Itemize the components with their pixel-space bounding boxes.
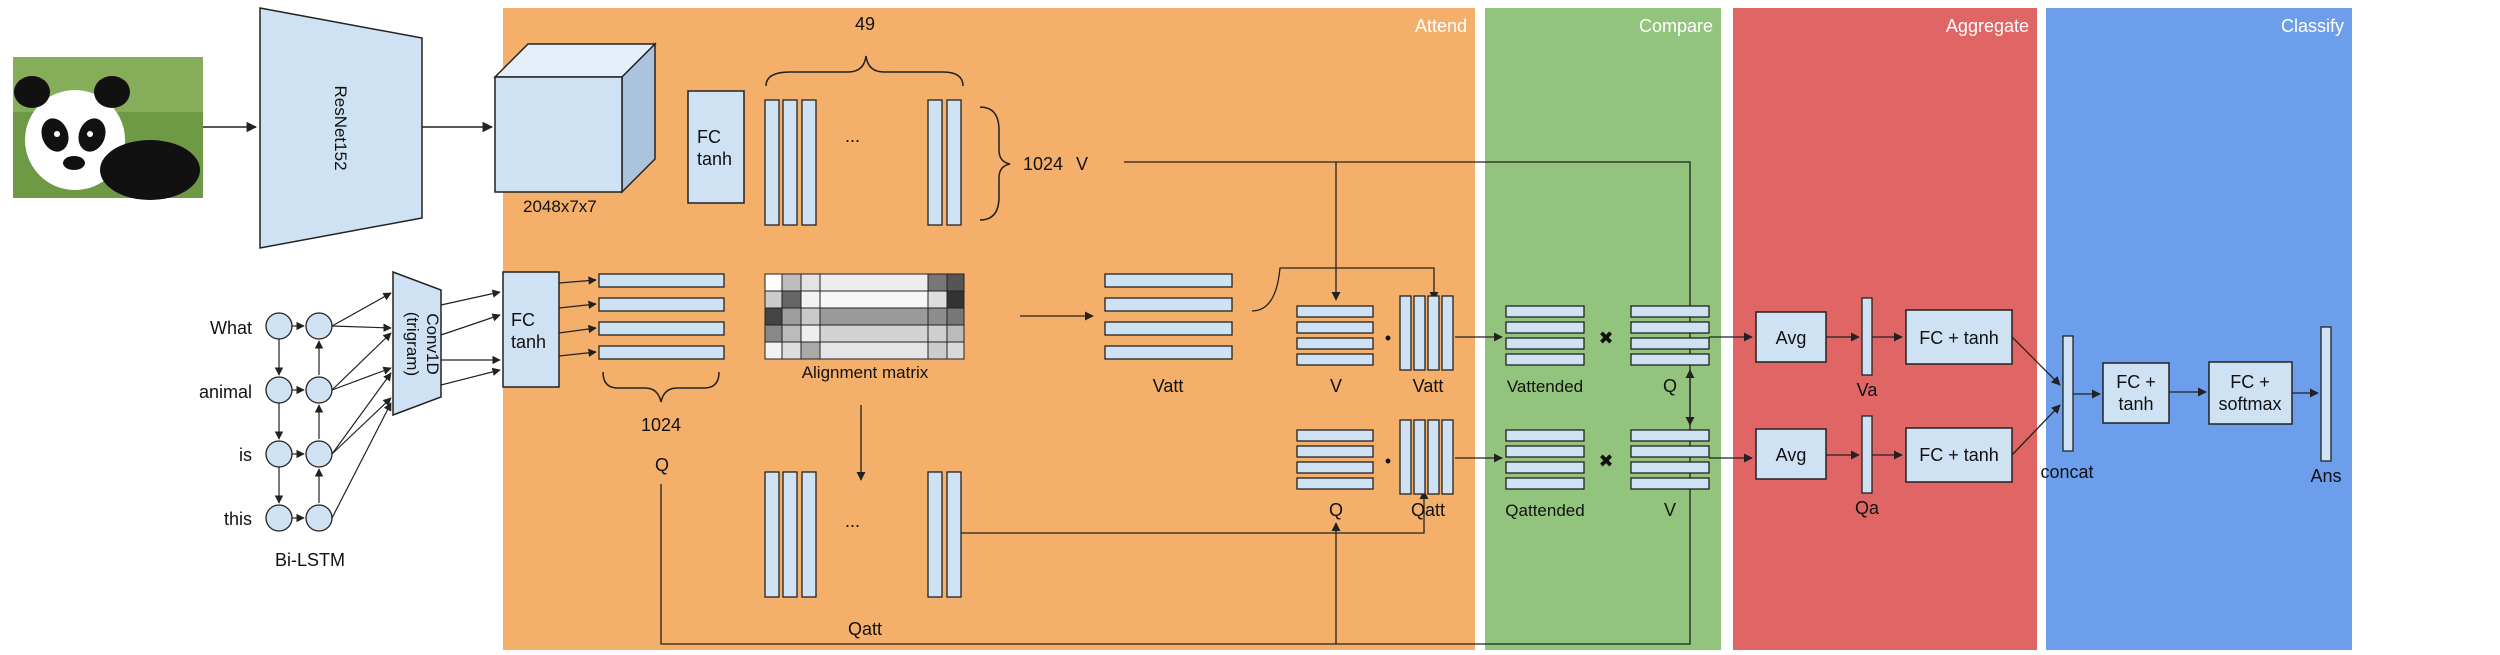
word-what: What — [210, 318, 252, 338]
question-words: What animal is this — [199, 318, 252, 529]
top-product-vatt-label: Vatt — [1413, 376, 1444, 396]
compare-top-q-rows — [1630, 305, 1710, 366]
vatt-label: Vatt — [1153, 376, 1184, 396]
v-count-brace — [765, 55, 964, 87]
conv-line2: (trigram) — [403, 312, 422, 376]
word-animal: animal — [199, 382, 252, 402]
panda-photo-icon — [13, 57, 203, 200]
avg-top-label: Avg — [1776, 328, 1807, 348]
bottom-q-rows — [1296, 429, 1374, 490]
concat-label: concat — [2040, 462, 2093, 482]
conv-line1: Conv1D — [423, 313, 442, 374]
qa-vector — [1861, 415, 1873, 494]
bilstm-arrows — [274, 292, 392, 523]
qattended-label: Qattended — [1505, 501, 1584, 520]
fc-tanh-classify-block — [2102, 362, 2170, 424]
compare-top-cross: ✖ — [1598, 328, 1613, 348]
q-dim-label: 1024 — [641, 415, 681, 435]
feature-map-label: 2048x7x7 — [523, 197, 597, 216]
fc-tanh-top-block — [1905, 309, 2013, 365]
fc-image-line2: tanh — [697, 149, 732, 169]
va-vector — [1861, 297, 1873, 376]
word-is: is — [239, 445, 252, 465]
fc-tanh-bottom-block — [1905, 427, 2013, 483]
classify-title: Classify — [2281, 16, 2344, 36]
fc-tanh-top-label: FC + tanh — [1919, 328, 1999, 348]
resnet-label: ResNet152 — [331, 85, 350, 170]
top-product-v-label: V — [1330, 376, 1342, 396]
compare-bottom-v-rows — [1630, 429, 1710, 490]
top-v-rows — [1296, 305, 1374, 366]
compare-bottom-v-label: V — [1664, 500, 1676, 520]
fc-to-q-arrows — [558, 276, 597, 357]
bilstm-label: Bi-LSTM — [275, 550, 345, 570]
fc-tanh-image-block — [687, 90, 745, 204]
v-count-label: 49 — [855, 14, 875, 34]
qatt-route-line — [961, 490, 1429, 534]
fc-tanh-question-block — [502, 271, 560, 388]
aggregate-title: Aggregate — [1946, 16, 2029, 36]
compare-bottom-cross: ✖ — [1598, 451, 1613, 471]
bottom-product-q-label: Q — [1329, 500, 1343, 520]
bottom-product-qatt-label: Qatt — [1411, 500, 1445, 520]
fc-question-line2: tanh — [511, 332, 546, 352]
fc-question-line1: FC — [511, 310, 535, 330]
resnet-block — [259, 7, 423, 249]
classify-panel — [2046, 8, 2352, 650]
ans-label: Ans — [2310, 466, 2341, 486]
bottom-qatt-columns — [1399, 419, 1454, 495]
fc-bottom-to-concat-arrow — [2011, 404, 2061, 456]
v-name-label: V — [1076, 154, 1088, 174]
qa-label: Qa — [1855, 498, 1880, 518]
v-route-line — [1124, 161, 1695, 426]
fc-image-line1: FC — [697, 127, 721, 147]
v-dim-label: 1024 — [1023, 154, 1063, 174]
attend-title: Attend — [1415, 16, 1467, 36]
qatt-columns — [764, 471, 962, 598]
qattended-rows — [1505, 429, 1585, 490]
q-name-label: Q — [655, 455, 669, 475]
bottom-product-dot: • — [1385, 451, 1391, 471]
q-rows — [598, 273, 725, 360]
fc-classify-line2: tanh — [2118, 394, 2153, 414]
v-ellipsis: ... — [845, 126, 860, 146]
top-product-dot: • — [1385, 328, 1391, 348]
fc-tanh-bottom-label: FC + tanh — [1919, 445, 1999, 465]
vatt-route-line — [1251, 267, 1439, 312]
vattended-label: Vattended — [1507, 377, 1583, 396]
vattended-rows — [1505, 305, 1585, 366]
fc-softmax-line2: softmax — [2218, 394, 2281, 414]
conv-to-fc-arrows — [440, 289, 501, 386]
bilstm-nodes — [265, 312, 333, 532]
concat-vector — [2062, 335, 2074, 452]
alignment-label: Alignment matrix — [802, 363, 929, 382]
fc-top-to-concat-arrow — [2011, 336, 2061, 386]
alignment-matrix — [764, 273, 965, 360]
fc-classify-line1: FC + — [2116, 372, 2156, 392]
top-vatt-columns — [1399, 295, 1454, 371]
compare-title: Compare — [1639, 16, 1713, 36]
vatt-rows — [1104, 273, 1233, 360]
compare-top-q-label: Q — [1663, 376, 1677, 396]
va-label: Va — [1857, 380, 1879, 400]
conv1d-block — [392, 270, 442, 417]
word-this: this — [224, 509, 252, 529]
q-route-line — [660, 369, 1695, 645]
v-columns — [764, 99, 962, 226]
feature-map-cube — [493, 42, 657, 194]
qatt-label: Qatt — [848, 619, 882, 639]
avg-bottom-label: Avg — [1776, 445, 1807, 465]
fc-softmax-line1: FC + — [2230, 372, 2270, 392]
v-dim-brace — [979, 106, 1011, 221]
ans-vector — [2320, 326, 2332, 462]
fc-softmax-block — [2208, 361, 2293, 425]
qatt-ellipsis: ... — [845, 511, 860, 531]
q-dim-brace — [602, 371, 720, 403]
avg-bottom-block — [1755, 428, 1827, 480]
